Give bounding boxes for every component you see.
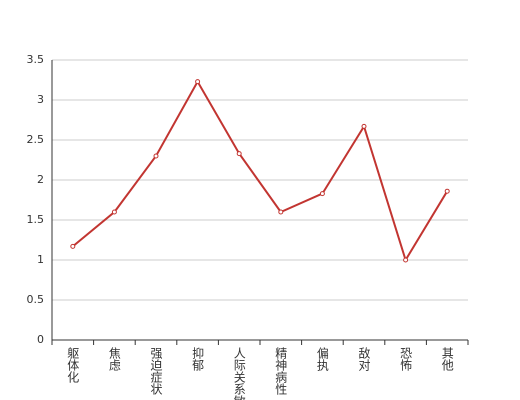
y-tick-label: 2	[37, 173, 44, 186]
point	[361, 123, 367, 129]
x-tick-label: 恐怖	[399, 347, 413, 371]
x-tick-label: 其他	[440, 347, 454, 371]
x-tick-label: 人际关系敏感	[232, 347, 246, 400]
x-tick-label: 强迫症状	[149, 347, 163, 395]
point	[70, 243, 76, 249]
x-tick-label: 抑郁	[191, 346, 205, 372]
y-tick-label: 3	[37, 93, 44, 106]
point	[236, 151, 242, 157]
point	[195, 79, 201, 85]
point	[444, 188, 450, 194]
point	[278, 209, 284, 215]
y-tick-label: 1.5	[27, 213, 45, 226]
y-tick-label: 1	[37, 253, 44, 266]
y-tick-label: 3.5	[27, 53, 45, 66]
point	[403, 257, 409, 263]
point	[319, 191, 325, 197]
y-tick-label: 2.5	[27, 133, 45, 146]
x-tick-label: 焦虑	[107, 347, 121, 371]
point	[111, 209, 117, 215]
y-tick-label: 0	[37, 333, 44, 346]
x-tick-label: 躯体化	[66, 346, 80, 384]
x-tick-label: 敌对	[357, 346, 371, 371]
x-tick-label: 偏执	[315, 346, 329, 372]
x-tick-label: 精神病性	[274, 347, 288, 396]
point	[153, 153, 159, 159]
line	[72, 79, 449, 263]
y-tick-label: 0.5	[27, 293, 45, 306]
